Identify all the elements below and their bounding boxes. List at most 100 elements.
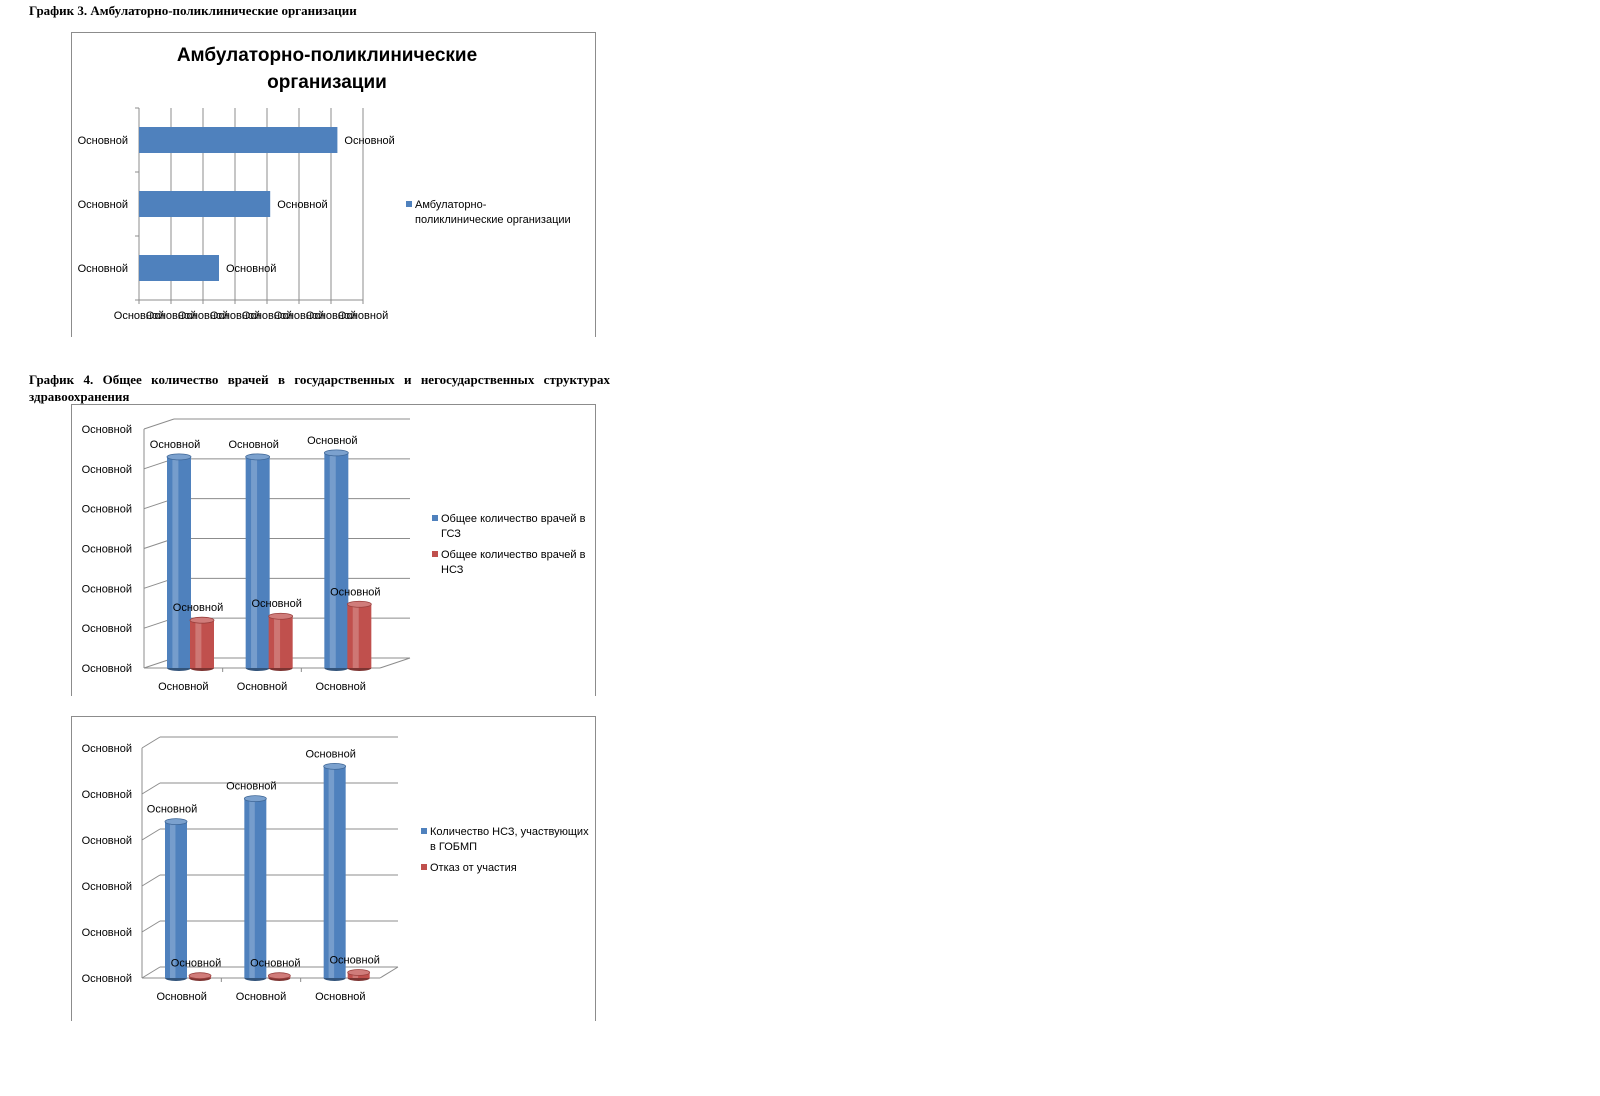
wall-slant <box>141 782 161 795</box>
cylinder-top <box>189 616 215 624</box>
y-tick-label: Основной <box>82 464 132 476</box>
chart-frame-nsz-participation: Основной Основной Основной Основной Основной… <box>71 716 596 1021</box>
y-category-label: Основной <box>78 199 128 211</box>
y-category-label: Основной <box>78 263 128 275</box>
cylinder-body <box>347 604 372 668</box>
cylinder-highlight <box>172 456 179 668</box>
cylinder-data-label: Основной <box>173 602 223 614</box>
chart-title: организации <box>267 72 387 93</box>
cylinder-highlight <box>274 616 281 668</box>
legend-label-1: поликлинические организации <box>415 214 571 226</box>
legend-label-1: Количество НСЗ, участвующих <box>430 826 589 838</box>
floor-edge <box>379 657 411 669</box>
cylinder-data-label: Основной <box>147 804 197 816</box>
cylinder-data-label: Основной <box>171 958 221 970</box>
y-tick-label: Основной <box>82 663 132 675</box>
floor-edge <box>379 966 399 979</box>
bar-data-label: Основной <box>277 199 327 211</box>
cylinder-body <box>324 452 349 668</box>
y-tick-label: Основной <box>82 743 132 755</box>
cylinder-data-label: Основной <box>330 586 380 598</box>
chart-title: Амбулаторно-поликлинические <box>177 45 477 66</box>
legend-swatch-2 <box>421 864 427 870</box>
cylinder-body <box>244 798 267 978</box>
legend-label-1: Амбулаторно- <box>415 199 487 211</box>
legend-label-1: ГСЗ <box>441 528 461 540</box>
bar <box>139 255 219 281</box>
y-tick-label: Основной <box>82 544 132 556</box>
cylinder-top <box>323 763 347 770</box>
cylinder-data-label: Основной <box>251 598 301 610</box>
cylinder-top <box>346 600 372 608</box>
y-tick-label: Основной <box>82 623 132 635</box>
x-category-label: Основной <box>156 991 206 1003</box>
bar-data-label: Основной <box>344 135 394 147</box>
cylinder-data-label: Основной <box>150 439 200 451</box>
wall-slant <box>141 828 161 841</box>
cylinder-data-label: Основной <box>305 748 355 760</box>
wall-slant <box>141 966 161 979</box>
chart3-caption: График 3. Амбулаторно-поликлинические ор… <box>29 3 357 18</box>
cylinder-highlight <box>169 821 176 978</box>
y-tick-label: Основной <box>82 424 132 436</box>
doctors-cylinder-chart: Основной Основной Основной Основной Основной… <box>82 418 586 693</box>
cylinder-data-label: Основной <box>226 781 276 793</box>
cylinder-top <box>164 818 188 825</box>
legend-label-2: Отказ от участия <box>430 862 517 874</box>
y-tick-label: Основной <box>82 835 132 847</box>
bar-data-label: Основной <box>226 263 276 275</box>
cylinder-data-label: Основной <box>228 439 278 451</box>
y-tick-label: Основной <box>82 881 132 893</box>
x-category-label: Основной <box>237 681 287 693</box>
wall-slant <box>143 418 175 430</box>
cylinder-body <box>323 766 346 978</box>
y-tick-label: Основной <box>82 927 132 939</box>
cylinder-top <box>268 612 294 620</box>
x-tick-label: Основной <box>338 310 388 322</box>
legend-swatch-2 <box>432 551 438 557</box>
x-tick-label: Основной <box>210 310 260 322</box>
cylinder-top <box>245 453 271 461</box>
bar <box>139 191 271 217</box>
legend-swatch-1 <box>432 515 438 521</box>
legend-swatch-1 <box>421 828 427 834</box>
cylinder-top <box>166 453 192 461</box>
cylinder-body <box>190 620 214 668</box>
x-tick-label: Основной <box>274 310 324 322</box>
bar <box>139 127 338 153</box>
y-tick-label: Основной <box>82 973 132 985</box>
cylinder-data-label: Основной <box>307 435 357 447</box>
x-category-label: Основной <box>158 681 208 693</box>
cylinder-highlight <box>328 766 335 978</box>
cylinder-body <box>167 456 191 668</box>
cylinder-data-label: Основной <box>329 954 379 966</box>
cylinder-body <box>268 616 293 668</box>
chart-frame-ambulatory: Амбулаторно-поликлинические организации Ос… <box>71 32 596 337</box>
cylinder-top <box>243 795 267 802</box>
cylinder-highlight <box>251 456 258 668</box>
wall-slant <box>141 920 161 933</box>
y-tick-label: Основной <box>82 583 132 595</box>
cylinder-top <box>188 972 212 980</box>
legend-label-1: Общее количество врачей в <box>441 513 586 525</box>
x-tick-label: Основной <box>178 310 228 322</box>
wall-slant <box>141 736 161 749</box>
legend-swatch-1 <box>406 201 412 207</box>
legend-label-2: НСЗ <box>441 564 464 576</box>
chart4-caption: График 4. Общее количество врачей в госу… <box>29 372 610 404</box>
y-category-label: Основной <box>78 135 128 147</box>
y-tick-label: Основной <box>82 789 132 801</box>
x-tick-label: Основной <box>306 310 356 322</box>
cylinder-body <box>165 821 187 978</box>
y-tick-label: Основной <box>82 504 132 516</box>
cylinder-top <box>347 969 371 976</box>
nsz-participation-cylinder-chart: Основной Основной Основной Основной Основной… <box>82 736 589 1003</box>
cylinder-data-label: Основной <box>250 958 300 970</box>
cylinder-highlight <box>352 604 359 668</box>
x-tick-label: Основной <box>242 310 292 322</box>
cylinder-body <box>245 456 270 668</box>
x-category-label: Основной <box>315 681 365 693</box>
chart-frame-doctors: Основной Основной Основной Основной Основной… <box>71 404 596 696</box>
legend-label-2: Общее количество врачей в <box>441 549 586 561</box>
cylinder-top <box>267 972 291 980</box>
